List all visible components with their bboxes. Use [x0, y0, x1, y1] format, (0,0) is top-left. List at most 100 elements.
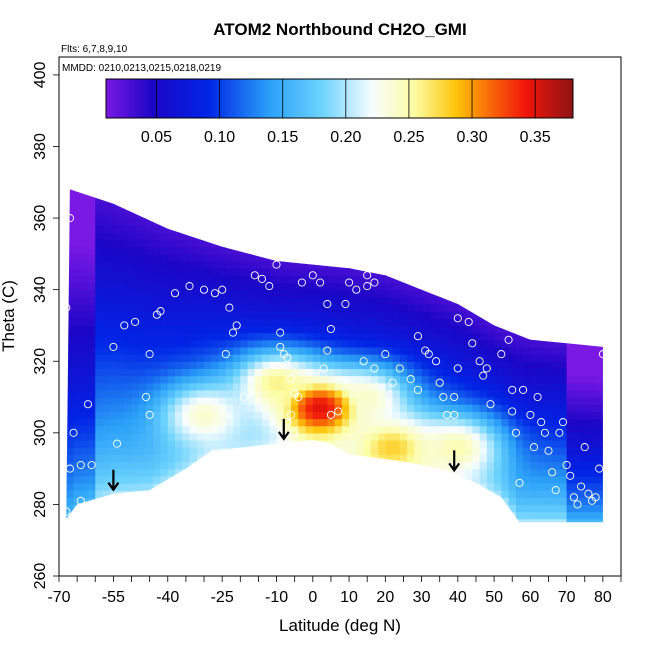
- heatmap-cell: [66, 232, 67, 241]
- heatmap-cell: [254, 189, 263, 191]
- heatmap-cell: [131, 375, 140, 384]
- heatmap-cell: [501, 318, 510, 327]
- heatmap-cell: [392, 368, 401, 377]
- heatmap-cell: [508, 232, 517, 241]
- heatmap-cell: [189, 275, 198, 284]
- heatmap-cell: [327, 189, 336, 198]
- heatmap-cell: [73, 253, 82, 262]
- heatmap-cell: [80, 296, 89, 305]
- heatmap-cell: [479, 482, 488, 491]
- heatmap-cell: [334, 239, 343, 248]
- heatmap-cell: [428, 239, 437, 248]
- heatmap-cell: [276, 475, 285, 484]
- heatmap-cell: [457, 425, 466, 434]
- heatmap-cell: [211, 175, 219, 183]
- heatmap-cell: [479, 246, 488, 255]
- heatmap-cell: [320, 382, 328, 391]
- heatmap-cell: [363, 404, 372, 412]
- heatmap-cell: [544, 210, 553, 219]
- heatmap-cell: [196, 490, 205, 498]
- heatmap-cell: [392, 289, 401, 298]
- sample-point: [359, 357, 368, 366]
- heatmap-cell: [559, 375, 568, 384]
- heatmap-cell: [160, 461, 169, 470]
- heatmap-cell: [240, 268, 249, 276]
- heatmap-cell: [138, 318, 147, 327]
- heatmap-cell: [443, 418, 452, 427]
- heatmap-cell: [254, 382, 263, 391]
- heatmap-cell: [428, 325, 437, 334]
- heatmap-cell: [421, 318, 430, 327]
- heatmap-cell: [501, 447, 510, 455]
- heatmap-cell: [559, 268, 568, 276]
- heatmap-cell: [240, 189, 249, 191]
- heatmap-cell: [269, 411, 278, 420]
- heatmap-cell: [262, 361, 270, 369]
- heatmap-cell: [399, 332, 408, 341]
- heatmap-cell: [602, 275, 603, 284]
- heatmap-cell: [559, 432, 568, 441]
- heatmap-cell: [544, 447, 553, 455]
- heatmap-cell: [204, 189, 212, 191]
- heatmap-cell: [588, 447, 597, 455]
- heatmap-cell: [407, 303, 415, 312]
- heatmap-cell: [392, 404, 401, 412]
- heatmap-cell: [494, 268, 502, 276]
- heatmap-cell: [573, 354, 582, 362]
- heatmap-cell: [262, 175, 270, 183]
- heatmap-cell: [450, 239, 459, 248]
- heatmap-cell: [240, 411, 249, 420]
- heatmap-cell: [414, 411, 423, 420]
- heatmap-cell: [602, 253, 603, 262]
- heatmap-cell: [363, 232, 372, 241]
- heatmap-cell: [240, 432, 249, 441]
- heatmap-cell: [320, 404, 328, 412]
- heatmap-cell: [573, 461, 582, 470]
- heatmap-cell: [88, 196, 96, 205]
- heatmap-cell: [349, 189, 357, 198]
- heatmap-cell: [370, 375, 379, 384]
- heatmap-cell: [80, 447, 89, 455]
- heatmap-cell: [312, 332, 321, 341]
- heatmap-cell: [320, 232, 328, 241]
- heatmap-cell: [262, 239, 270, 248]
- heatmap-cell: [204, 490, 212, 498]
- heatmap-cell: [472, 411, 481, 420]
- heatmap-cell: [95, 354, 104, 362]
- heatmap-cell: [552, 218, 560, 226]
- heatmap-cell: [370, 246, 379, 255]
- heatmap-cell: [392, 346, 401, 355]
- heatmap-cell: [189, 246, 198, 255]
- heatmap-cell: [269, 497, 278, 506]
- sample-point: [511, 428, 520, 437]
- heatmap-cell: [581, 368, 589, 377]
- heatmap-cell: [138, 482, 147, 491]
- heatmap-cell: [211, 418, 220, 427]
- heatmap-cell: [291, 439, 299, 448]
- heatmap-cell: [501, 210, 510, 219]
- heatmap-cell: [566, 253, 575, 262]
- heatmap-cell: [465, 361, 473, 369]
- heatmap-cell: [313, 175, 321, 183]
- heatmap-cell: [312, 447, 321, 455]
- heatmap-cell: [312, 511, 321, 520]
- heatmap-cell: [450, 303, 459, 312]
- heatmap-cell: [508, 482, 517, 491]
- heatmap-cell: [204, 289, 212, 298]
- heatmap-cell: [167, 475, 176, 484]
- heatmap-cell: [80, 504, 89, 513]
- heatmap-cell: [457, 189, 466, 198]
- heatmap-cell: [218, 232, 227, 241]
- heatmap-cell: [66, 175, 74, 183]
- heatmap-cell: [327, 526, 335, 534]
- heatmap-cell: [494, 218, 502, 226]
- heatmap-cell: [436, 261, 444, 269]
- heatmap-cell: [399, 253, 408, 262]
- heatmap-cell: [182, 397, 191, 405]
- heatmap-cell: [153, 454, 162, 463]
- heatmap-cell: [341, 382, 350, 391]
- heatmap-cell: [283, 497, 292, 506]
- heatmap-cell: [414, 526, 422, 534]
- heatmap-cell: [552, 311, 560, 319]
- heatmap-cell: [95, 268, 104, 276]
